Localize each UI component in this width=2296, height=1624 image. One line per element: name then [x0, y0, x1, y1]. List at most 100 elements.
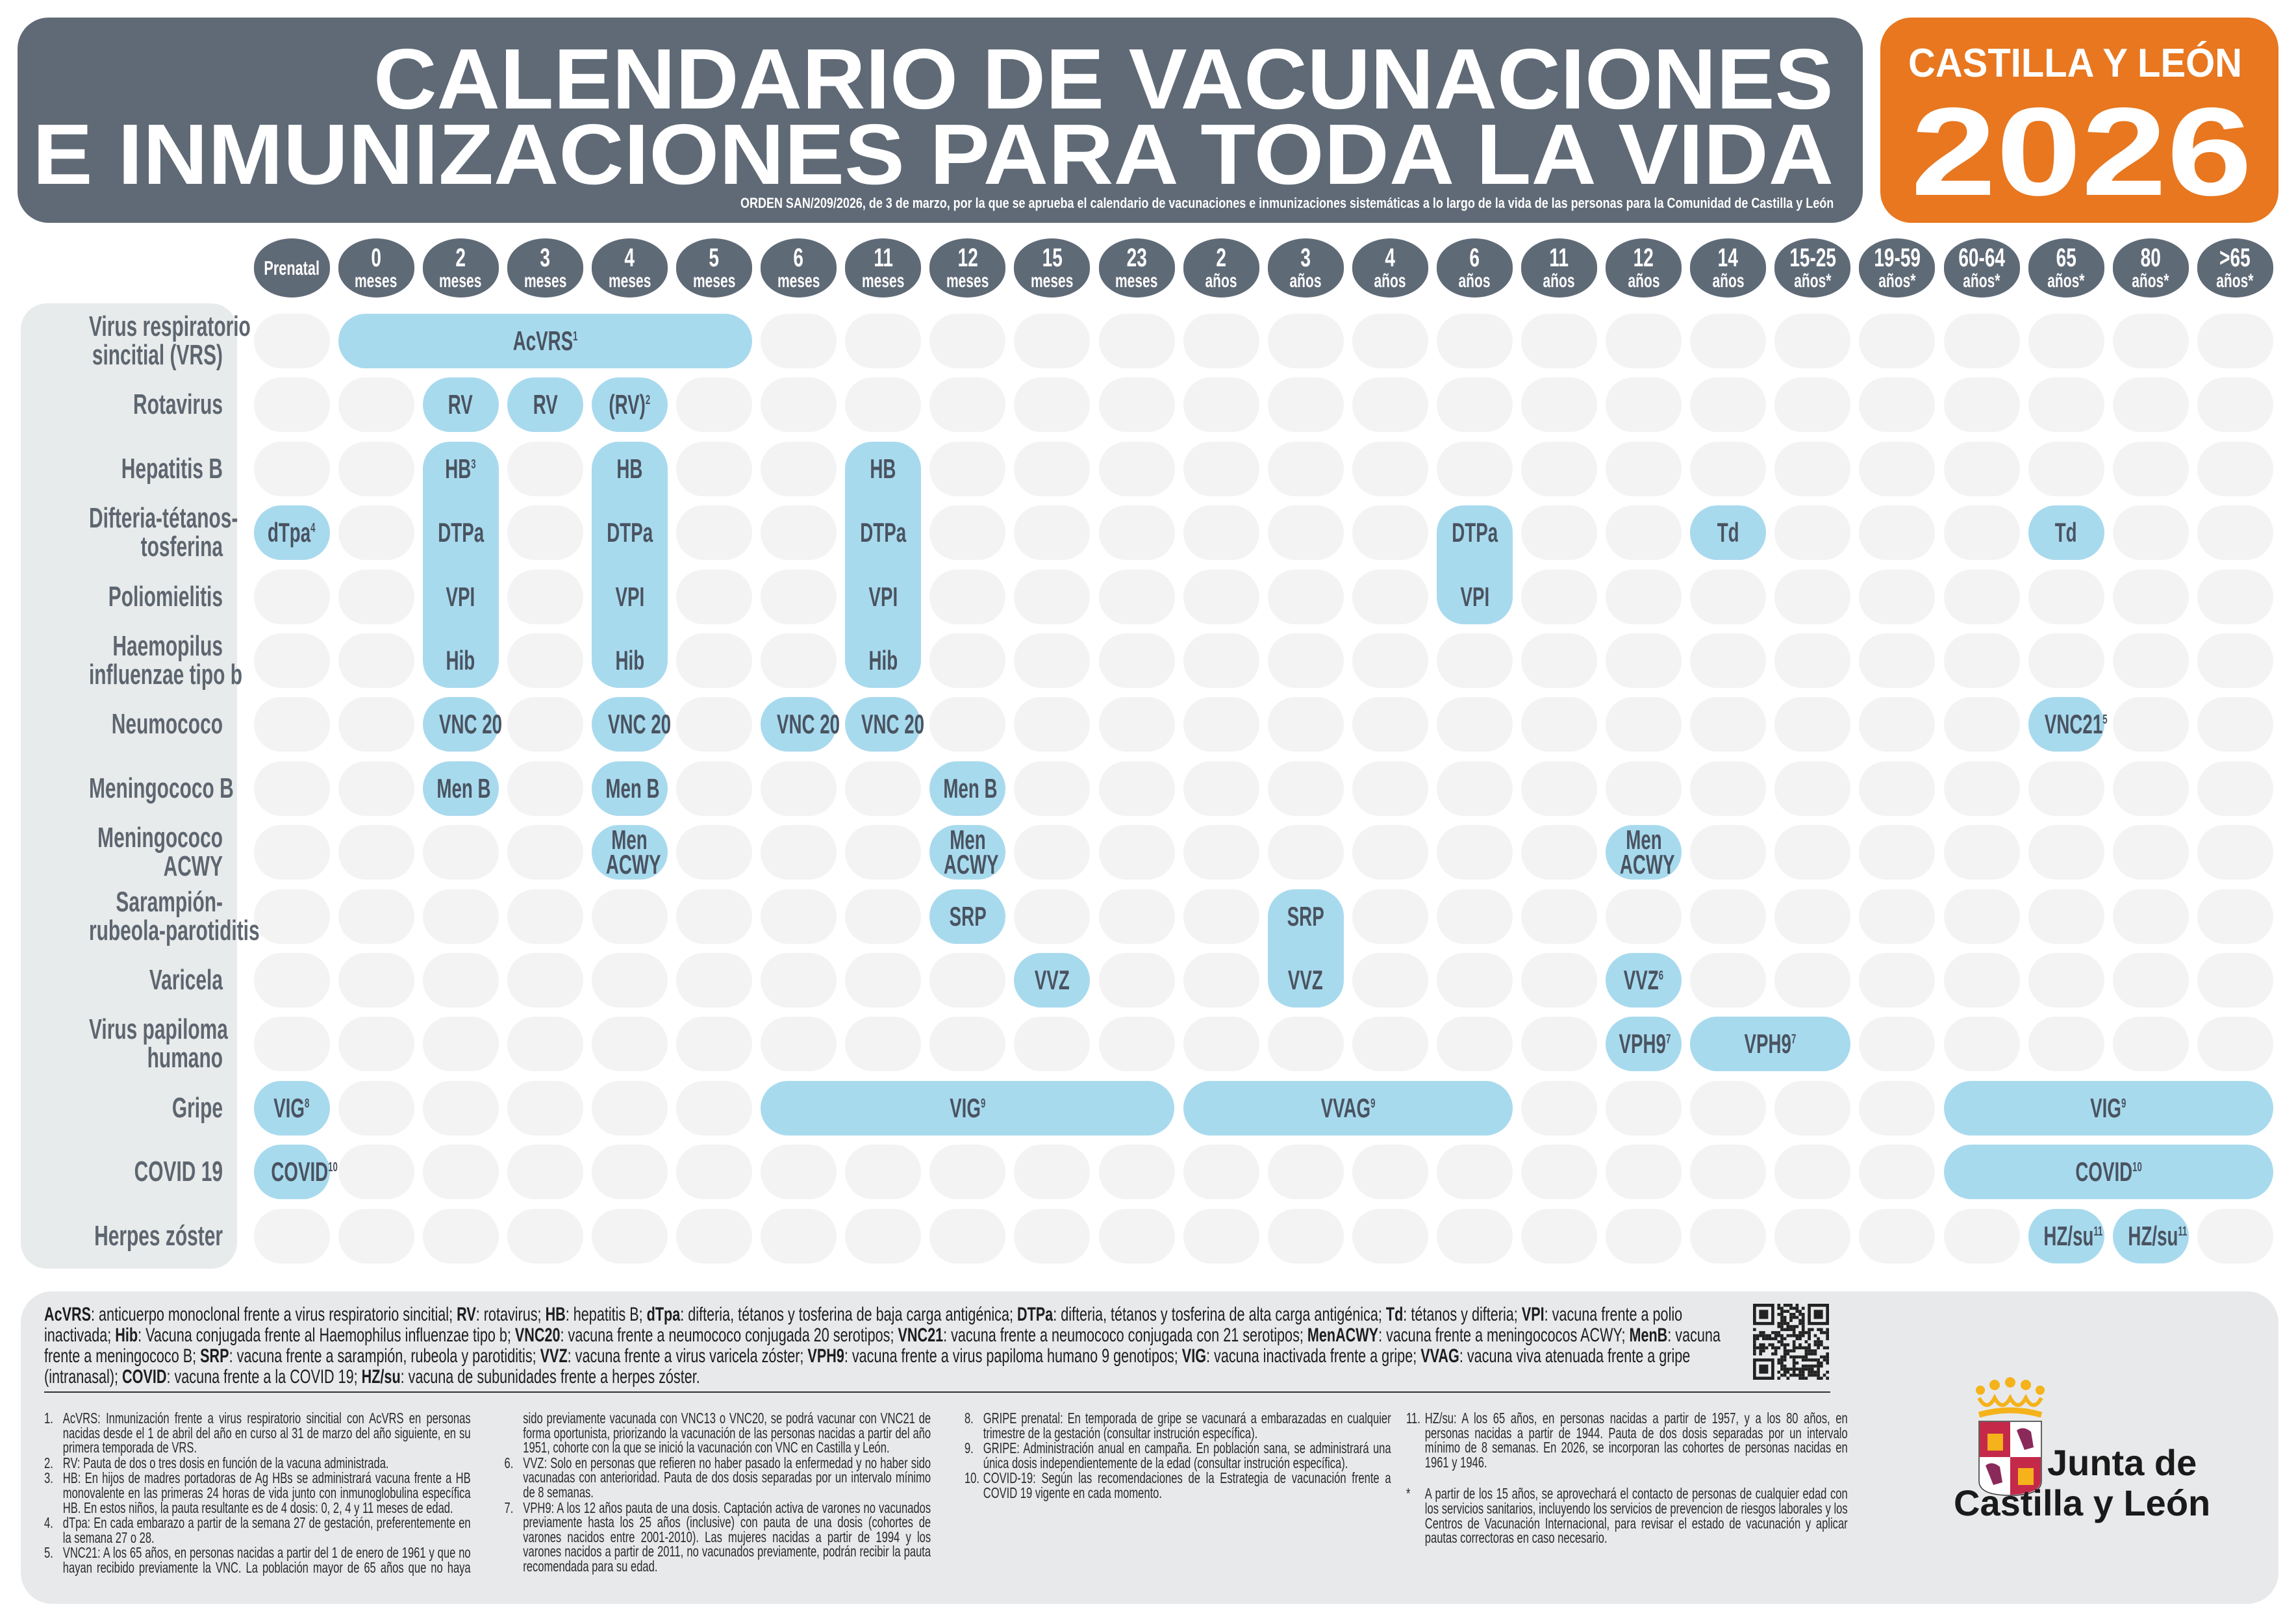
empty-cell — [1774, 825, 1851, 880]
footnote-number: 9. — [964, 1440, 974, 1457]
footnotes-side: 11. HZ/su: A los 65 años, en personas nac… — [1406, 1411, 1848, 1546]
row-label-line: ACWY — [163, 850, 223, 883]
empty-cell — [253, 761, 330, 816]
age-column-header: 15-25 años* — [1774, 238, 1851, 298]
region-name-text: CASTILLA Y LEÓN — [1908, 41, 2243, 86]
page-subtitle: ORDEN SAN/209/2026, de 3 de marzo, por l… — [740, 195, 1834, 212]
empty-cell — [1690, 633, 1767, 688]
empty-cell — [253, 441, 330, 496]
legend-text: difteria, tétanos y tosferina de baja ca… — [688, 1304, 1013, 1325]
empty-cell — [1774, 314, 1851, 368]
row-label-menacwy: Meningococo ACWY — [26, 824, 223, 881]
legend-text: vacuna frente a neumococo conjugada 20 s… — [568, 1325, 894, 1346]
empty-cell — [845, 1208, 922, 1263]
empty-cell — [2028, 889, 2104, 944]
vaccine-pill: Men B — [591, 761, 668, 816]
empty-cell — [591, 1208, 668, 1263]
empty-cell — [591, 1080, 668, 1136]
vaccine-name: ACWY — [606, 851, 661, 878]
footnote-ref: 7 — [1791, 1032, 1797, 1047]
empty-cell — [1521, 889, 1597, 944]
vaccine-abbr: VNC21 — [2044, 709, 2102, 740]
vaccine-abbr: SRP — [949, 900, 987, 932]
empty-cell — [2197, 314, 2273, 368]
empty-cell — [1014, 441, 1091, 496]
empty-cell — [676, 697, 752, 752]
legend-text: vacuna frente a virus varicela zóster; — [575, 1345, 804, 1367]
empty-cell — [1606, 1208, 1682, 1263]
vaccine-name: Td — [1717, 519, 1739, 546]
empty-cell — [2112, 889, 2189, 944]
vaccine-label: (RV)2 — [592, 391, 668, 418]
empty-cell — [507, 825, 583, 880]
empty-cell — [761, 825, 837, 880]
empty-cell — [1014, 761, 1091, 816]
empty-cell — [338, 953, 414, 1008]
vaccine-label: Hib — [423, 646, 499, 674]
empty-cell — [1183, 377, 1259, 433]
vaccine-label: SRP — [929, 900, 1005, 932]
vaccine-label: HB — [592, 455, 668, 482]
vaccine-name: RV — [533, 391, 557, 418]
vaccine-name: Men B — [436, 774, 490, 802]
legend-item: VNC20: vacuna frente a neumococo conjuga… — [514, 1325, 894, 1346]
empty-cell — [929, 1017, 1006, 1072]
empty-cell — [1436, 953, 1513, 1008]
empty-cell — [422, 1080, 499, 1136]
row-label-hb: Hepatitis B — [26, 454, 223, 483]
vaccine-abbr: VPI — [446, 581, 475, 612]
empty-cell — [422, 1017, 499, 1072]
vaccine-label: VPI — [845, 583, 921, 610]
empty-cell — [676, 633, 752, 688]
empty-cell — [1774, 441, 1851, 496]
legend-item: RV: rotavirus; — [457, 1304, 542, 1325]
empty-cell — [338, 761, 414, 816]
empty-cell — [676, 1017, 752, 1072]
empty-cell — [253, 1017, 330, 1072]
vaccine-abbr: COVID — [2075, 1156, 2132, 1187]
empty-cell — [2112, 569, 2189, 624]
legend-text: vacuna de subunidades frente a herpes zó… — [408, 1366, 700, 1388]
age-value: 4 — [624, 243, 635, 272]
age-unit: meses — [777, 270, 820, 292]
age-column-header: 11 años — [1521, 238, 1597, 298]
vaccine-pill: VIG9 — [1943, 1080, 2273, 1136]
empty-cell — [1352, 1145, 1428, 1200]
empty-cell — [1774, 1145, 1851, 1200]
empty-cell — [1352, 1208, 1428, 1263]
empty-cell — [253, 569, 330, 624]
empty-cell — [1943, 569, 2020, 624]
empty-cell — [2112, 633, 2189, 688]
legend-text: vacuna viva atenuada frente a gripe (int… — [44, 1345, 1691, 1388]
vaccine-name: VNC215 — [2044, 709, 2108, 740]
age-column-header: 80 años* — [2112, 238, 2189, 298]
vaccine-name: VPH97 — [1745, 1030, 1797, 1058]
empty-cell — [929, 505, 1006, 561]
vaccine-name: Hib — [446, 646, 475, 674]
empty-cell — [1352, 633, 1428, 688]
empty-cell — [2197, 633, 2273, 688]
legend-text: vacuna frente a sarampión, rubeola y par… — [236, 1345, 536, 1367]
empty-cell — [1859, 761, 1936, 816]
age-column-header: 14 años — [1690, 238, 1767, 298]
vaccine-label: VIG8 — [254, 1094, 330, 1121]
empty-cell — [1690, 1080, 1767, 1136]
vaccine-abbr: VPI — [1460, 581, 1489, 612]
empty-cell — [2197, 1208, 2273, 1263]
empty-cell — [676, 441, 752, 496]
legend-text: vacuna frente a neumococo conjugada con … — [951, 1325, 1304, 1346]
vaccine-pill: VIG9 — [761, 1080, 1175, 1136]
vaccine-label: HZ/su11 — [2028, 1222, 2104, 1249]
empty-cell — [929, 1145, 1006, 1200]
empty-cell — [1267, 1208, 1344, 1263]
age-unit: años* — [2047, 270, 2085, 292]
vaccine-abbr: VPH9 — [1744, 1028, 1792, 1059]
row-label-srp: Sarampión-rubeola-parotiditis — [26, 887, 260, 945]
empty-cell — [1690, 441, 1767, 496]
vaccine-abbr: VVZ — [1623, 965, 1659, 995]
empty-cell — [338, 1145, 414, 1200]
empty-cell — [2028, 953, 2104, 1008]
vaccine-name: Men B — [605, 774, 659, 802]
vaccine-label: DTPa — [1437, 519, 1513, 546]
footnote: 5. VNC21: A los 65 años, en personas naci… — [44, 1411, 931, 1581]
